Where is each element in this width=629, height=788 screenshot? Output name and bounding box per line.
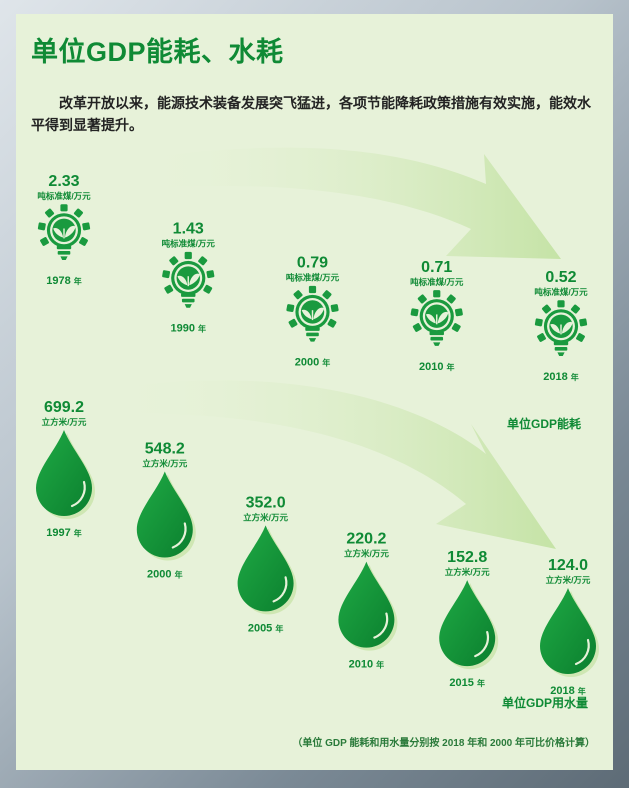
energy-year-label: 2010 年 <box>419 361 455 373</box>
energy-unit-label: 吨标准煤/万元 <box>286 273 340 283</box>
water-drop-icon <box>237 525 297 615</box>
water-unit-label: 立方米/万元 <box>344 549 389 559</box>
water-value-label: 124.0 <box>548 557 588 574</box>
water-unit-label: 立方米/万元 <box>42 417 87 427</box>
water-value-label: 548.2 <box>145 440 185 457</box>
eco-lightbulb-icon <box>161 251 215 308</box>
water-drop-icon <box>338 561 398 651</box>
energy-value-label: 0.79 <box>297 255 328 272</box>
energy-value-label: 0.71 <box>421 259 452 276</box>
water-year-label: 2018 年 <box>550 685 586 697</box>
water-drop-icon <box>439 580 499 670</box>
water-unit-label: 立方米/万元 <box>445 567 490 577</box>
eco-lightbulb-icon <box>534 300 588 356</box>
energy-value-label: 1.43 <box>173 221 204 238</box>
water-year-label: 1997 年 <box>46 527 82 539</box>
energy-unit-label: 吨标准煤/万元 <box>534 287 588 297</box>
water-drop-icon <box>540 588 599 677</box>
water-drop-icon <box>136 471 196 561</box>
energy-value-label: 0.52 <box>545 269 576 286</box>
page-title: 单位GDP能耗、水耗 <box>31 37 284 67</box>
energy-value-label: 2.33 <box>48 173 79 190</box>
water-value-label: 699.2 <box>44 399 84 416</box>
water-unit-label: 立方米/万元 <box>142 458 187 468</box>
eco-lightbulb-icon <box>37 204 91 260</box>
energy-trend-arrow <box>136 147 561 259</box>
intro-paragraph: 改革开放以来，能源技术装备发展突飞猛进，各项节能降耗政策措施有效实施，能效水平得… <box>31 95 591 133</box>
water-value-label: 220.2 <box>346 531 386 548</box>
water-value-label: 352.0 <box>246 494 286 511</box>
energy-year-label: 1990 年 <box>170 323 206 335</box>
energy-year-label: 2018 年 <box>543 371 579 383</box>
energy-series-label: 单位GDP能耗 <box>507 416 581 431</box>
water-year-label: 2010 年 <box>349 659 385 671</box>
water-value-label: 152.8 <box>447 549 487 566</box>
eco-lightbulb-icon <box>410 290 464 346</box>
water-series-label: 单位GDP用水量 <box>502 695 588 710</box>
infographic-card: 单位GDP能耗、水耗 改革开放以来，能源技术装备发展突飞猛进，各项节能降耗政策措… <box>16 14 613 770</box>
energy-year-label: 2000 年 <box>295 357 331 369</box>
water-trend-arrow <box>106 380 556 549</box>
water-year-label: 2005 年 <box>248 622 284 634</box>
water-year-label: 2000 年 <box>147 568 183 580</box>
energy-unit-label: 吨标准煤/万元 <box>410 277 464 287</box>
energy-unit-label: 吨标准煤/万元 <box>37 191 91 201</box>
footnote: （单位 GDP 能耗和用水量分别按 2018 年和 2000 年可比价格计算） <box>292 738 595 749</box>
water-drop-icon <box>36 430 95 519</box>
water-unit-label: 立方米/万元 <box>546 575 591 585</box>
eco-lightbulb-icon <box>286 285 339 342</box>
water-unit-label: 立方米/万元 <box>243 512 288 522</box>
energy-unit-label: 吨标准煤/万元 <box>162 239 216 249</box>
energy-year-label: 1978 年 <box>46 275 82 287</box>
water-year-label: 2015 年 <box>449 677 485 689</box>
